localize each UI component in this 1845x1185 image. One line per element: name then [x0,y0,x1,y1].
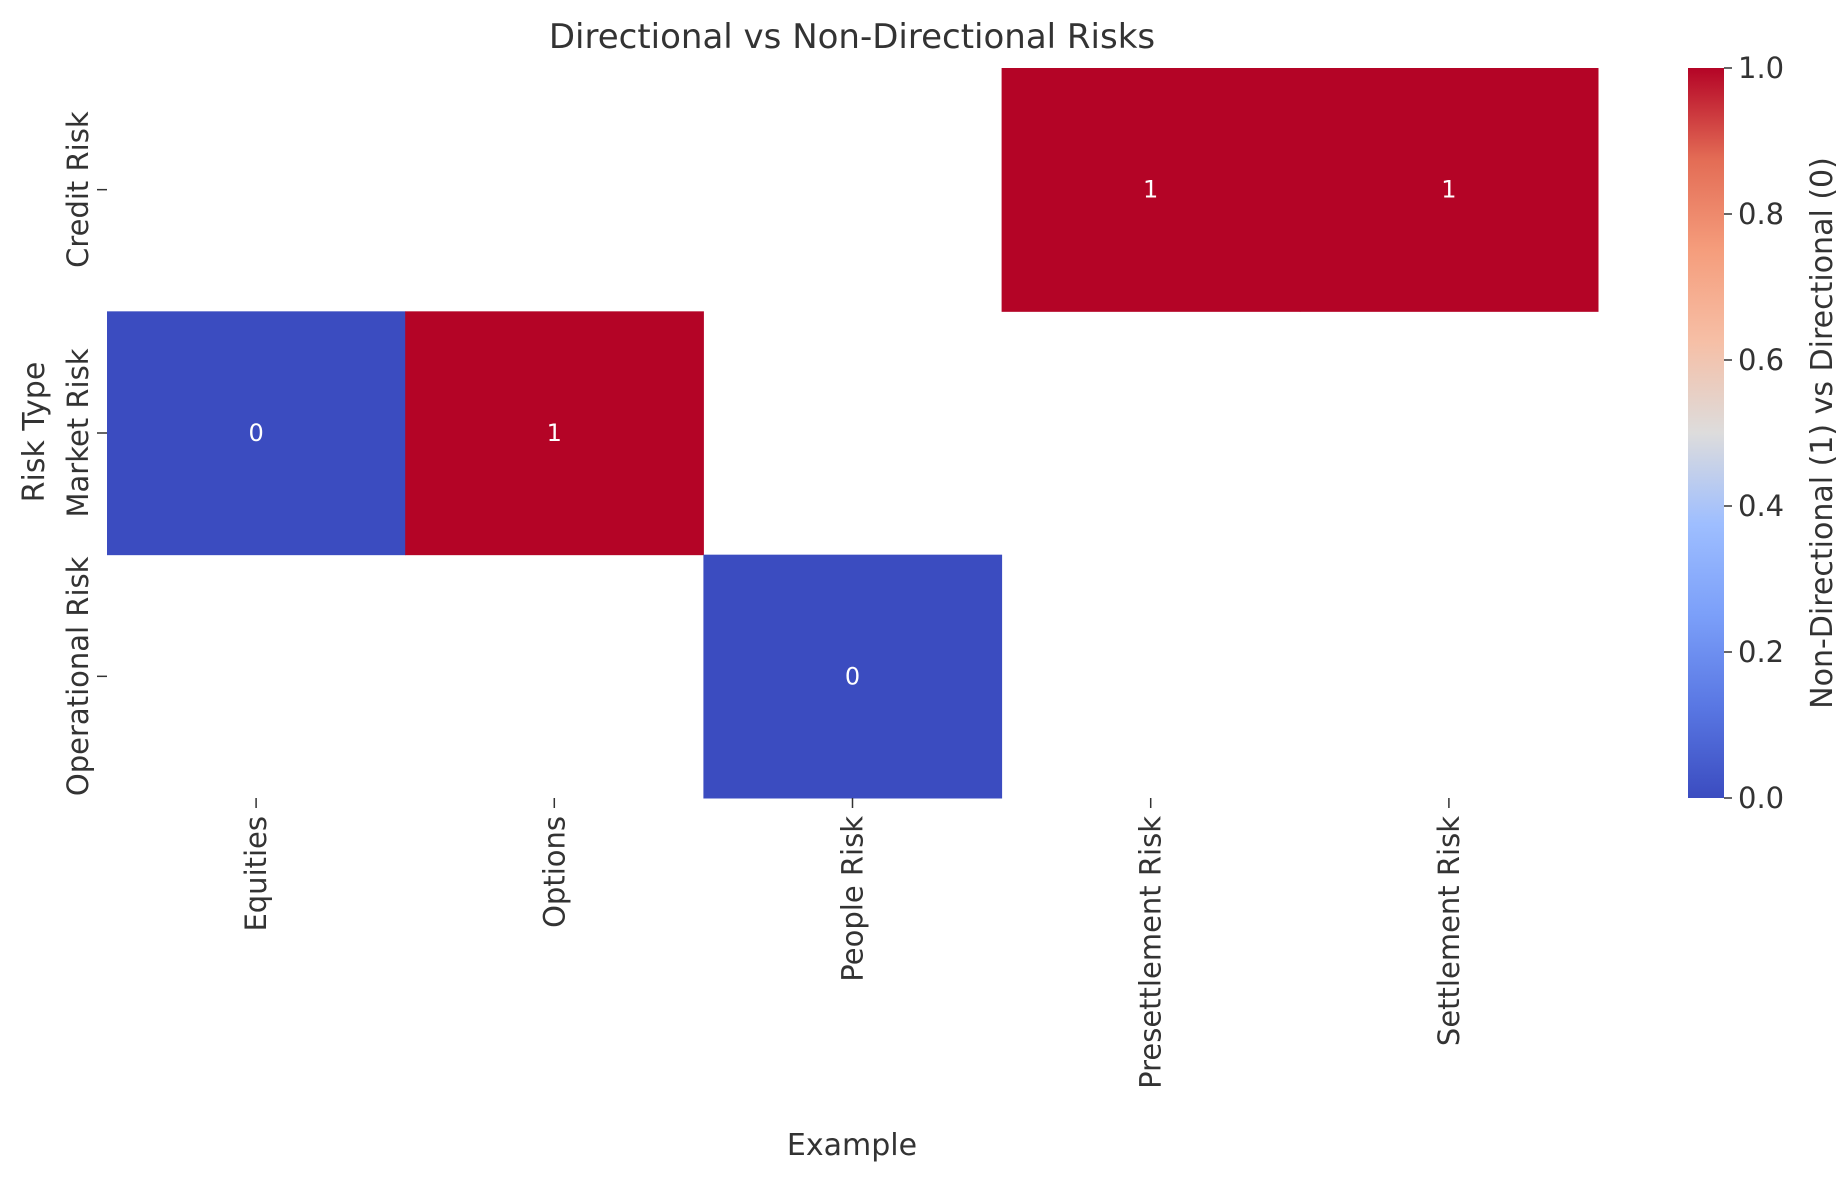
colorbar-label: Non-Directional (1) vs Directional (0) [1805,157,1840,709]
colorbar-tick-label: 1.0 [1738,51,1784,85]
y-tick-label: Credit Risk [61,111,95,268]
cell-value-label: 0 [845,662,860,690]
heatmap-cells: 1 1 0 1 0 [107,68,1599,799]
y-tick-label: Market Risk [61,348,95,517]
heatmap-cell [107,311,406,556]
x-tick-label: Equities [239,816,273,932]
cell-value-label: 1 [547,419,562,447]
cell-value-label: 0 [248,419,263,447]
colorbar-tick-label: 0.8 [1738,197,1784,231]
y-tick-label: Operational Risk [61,556,95,796]
y-axis-label: Risk Type [17,362,52,503]
x-axis: Equities Options People Risk Presettlement … [239,798,1466,1089]
heatmap-cell [405,311,704,556]
colorbar-tick-label: 0.2 [1738,635,1784,669]
heatmap-cell [703,554,1003,799]
colorbar-tick-label: 0.0 [1738,781,1784,815]
colorbar-tick-label: 0.4 [1738,489,1784,523]
x-tick-label: Presettlement Risk [1134,816,1168,1089]
colorbar [1688,68,1724,798]
y-axis: Credit Risk Market Risk Operational Risk [61,111,107,796]
x-axis-label: Example [787,1128,917,1163]
colorbar-tick-label: 0.6 [1738,343,1784,377]
x-tick-label: Settlement Risk [1432,816,1466,1046]
heatmap-cell [1299,68,1599,312]
heatmap-cell [1001,68,1301,312]
colorbar-ticks: 0.0 0.2 0.4 0.6 0.8 1.0 [1724,51,1784,815]
cell-value-label: 1 [1143,176,1158,204]
x-tick-label: People Risk [836,816,870,982]
cell-value-label: 1 [1441,176,1456,204]
chart-title: Directional vs Non-Directional Risks [549,17,1155,57]
x-tick-label: Options [537,816,571,928]
